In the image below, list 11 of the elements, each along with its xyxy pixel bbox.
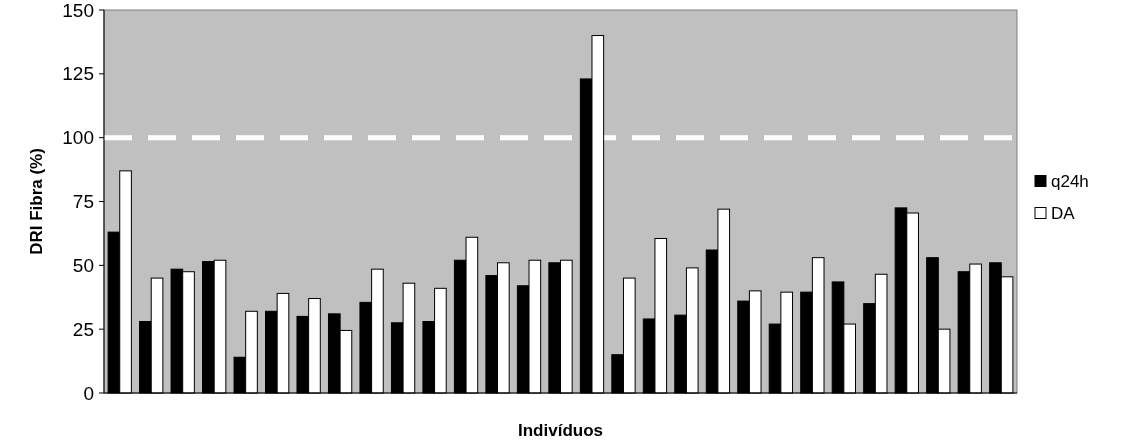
legend-label: q24h	[1051, 172, 1089, 192]
y-tick-label: 25	[72, 318, 94, 340]
y-tick-label: 125	[62, 63, 94, 85]
y-tick-label: 0	[83, 382, 94, 404]
y-tick-label: 50	[72, 254, 94, 276]
legend-label: DA	[1051, 204, 1076, 224]
y-tick-label: 75	[72, 191, 94, 213]
x-axis-title: Indivíduos	[518, 421, 603, 440]
y-tick-label: 100	[62, 127, 94, 149]
y-tick-label: 150	[62, 0, 94, 21]
y-axis-title: DRI Fibra (%)	[27, 148, 46, 255]
